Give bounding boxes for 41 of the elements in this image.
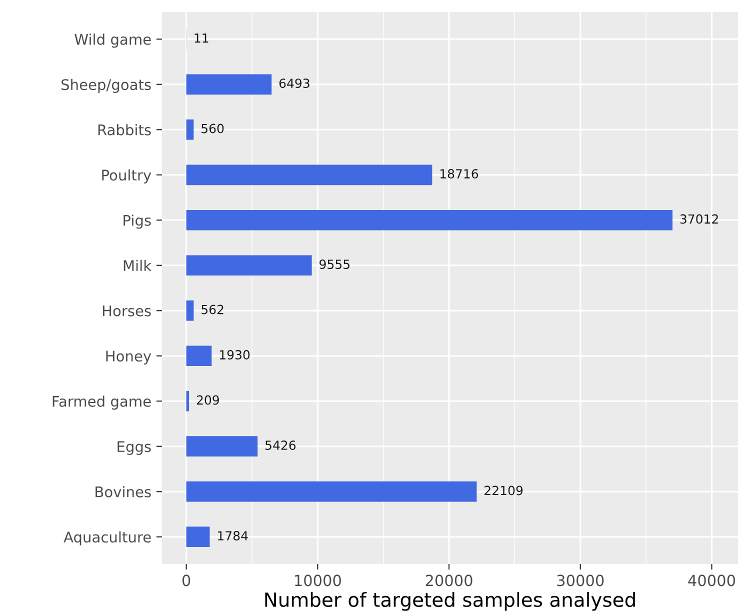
y-tick-label: Rabbits (98, 124, 151, 136)
y-tick-label: Aquaculture (64, 531, 151, 546)
x-tick-label: 40000 (688, 574, 736, 586)
data-label: 560 (202, 124, 224, 134)
y-tick-label: Honey (106, 350, 152, 364)
data-label: 562 (202, 304, 224, 314)
bar (186, 526, 210, 548)
data-label: 22109 (484, 486, 523, 496)
x-tick-label: 20000 (426, 574, 472, 586)
bar (186, 300, 194, 321)
y-tick-label: Poultry (102, 169, 152, 184)
bar (186, 164, 432, 186)
bar (186, 436, 258, 457)
bar (186, 346, 212, 366)
y-tick-label: Farmed game (52, 396, 151, 410)
data-label: 1930 (220, 350, 250, 360)
data-label: 1784 (218, 531, 248, 540)
data-label: 9555 (320, 260, 350, 270)
y-tick-label: Wild game (74, 34, 151, 48)
x-tick-label: 10000 (295, 574, 341, 586)
x-tick-label: 30000 (557, 574, 604, 586)
bar (186, 390, 190, 412)
y-tick-label: Sheep/goats (61, 78, 151, 93)
data-label: 6493 (279, 78, 310, 88)
y-tick-label: Pigs (124, 214, 151, 229)
bar (186, 74, 272, 95)
y-tick-label: Horses (102, 306, 151, 316)
data-label: 18716 (440, 169, 478, 179)
y-tick-label: Milk (124, 260, 152, 271)
y-tick-label: Eggs (118, 441, 151, 455)
bar (186, 119, 194, 140)
data-label: 5426 (265, 440, 296, 450)
x-axis-title: Number of targeted samples analysed (265, 592, 635, 611)
bar (186, 481, 477, 502)
data-label: 11 (194, 33, 208, 43)
y-tick-label: Bovines (96, 486, 151, 498)
data-label: 209 (196, 395, 219, 405)
bar (186, 210, 672, 230)
x-tick-label: 0 (182, 574, 190, 586)
bar (186, 255, 312, 276)
data-label: 37012 (680, 214, 718, 224)
